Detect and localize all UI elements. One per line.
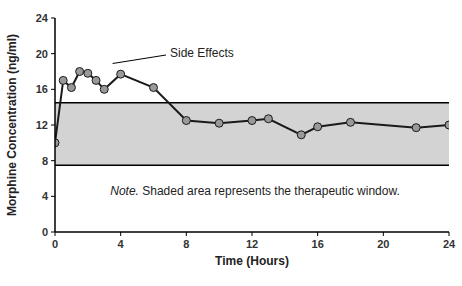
- x-tick-label: 20: [377, 238, 389, 250]
- window-upper: [55, 102, 449, 104]
- therapeutic-window: [55, 103, 449, 165]
- x-tick: [186, 232, 187, 236]
- y-tick-label: 16: [36, 83, 48, 95]
- x-tick-label: 24: [443, 238, 456, 250]
- data-point: [182, 117, 190, 125]
- data-point: [215, 119, 223, 127]
- y-tick-label: 20: [36, 48, 48, 60]
- y-tick: [51, 89, 55, 90]
- data-point: [412, 124, 420, 132]
- note: Note. Shaded area represents the therape…: [110, 184, 400, 198]
- data-point: [84, 69, 92, 77]
- x-tick-label: 16: [312, 238, 324, 250]
- x-tick-label: 8: [183, 238, 189, 250]
- y-tick: [51, 18, 55, 19]
- y-tick-label: 8: [42, 155, 48, 167]
- data-point: [264, 115, 272, 123]
- data-line: [55, 72, 449, 143]
- annotation: Side Effects: [170, 46, 234, 60]
- x-tick: [120, 232, 121, 236]
- data-point: [92, 76, 100, 84]
- data-point: [314, 123, 322, 131]
- x-tick-label: 4: [118, 238, 125, 250]
- x-tick-label: 0: [52, 238, 58, 250]
- data-point: [347, 118, 355, 126]
- data-point: [445, 121, 449, 129]
- x-tick: [317, 232, 318, 236]
- annotation-leader: [113, 55, 166, 64]
- x-tick: [449, 232, 450, 236]
- chart: 0 4 8 12 16 20 24 0 4 8 12 16 20 24 Time (Hours) Morphi…: [0, 0, 462, 286]
- y-tick-label: 4: [42, 190, 49, 202]
- plot-area: [55, 68, 449, 166]
- x-axis-label: Time (Hours): [215, 254, 289, 268]
- x-tick-label: 12: [246, 238, 258, 250]
- y-tick-label: 12: [36, 119, 48, 131]
- y-tick-label: 0: [42, 226, 48, 238]
- window-lower: [55, 164, 449, 166]
- note-lead: Note.: [110, 184, 139, 198]
- x-tick: [383, 232, 384, 236]
- data-point: [150, 84, 158, 92]
- y-tick: [51, 232, 55, 233]
- data-point: [76, 68, 84, 76]
- y-tick: [51, 160, 55, 161]
- y-tick-label: 24: [36, 12, 49, 24]
- y-tick: [51, 125, 55, 126]
- y-axis-label: Morphine Concentration (ng/ml): [5, 34, 19, 216]
- data-point: [100, 85, 108, 93]
- x-tick: [252, 232, 253, 236]
- y-tick: [51, 53, 55, 54]
- data-point: [59, 76, 67, 84]
- x-tick: [55, 232, 56, 236]
- data-point: [297, 131, 305, 139]
- data-point: [117, 70, 125, 78]
- y-tick: [51, 196, 55, 197]
- note-body: Shaded area represents the therapeutic w…: [139, 184, 400, 198]
- data-point: [248, 117, 256, 125]
- data-point: [67, 84, 75, 92]
